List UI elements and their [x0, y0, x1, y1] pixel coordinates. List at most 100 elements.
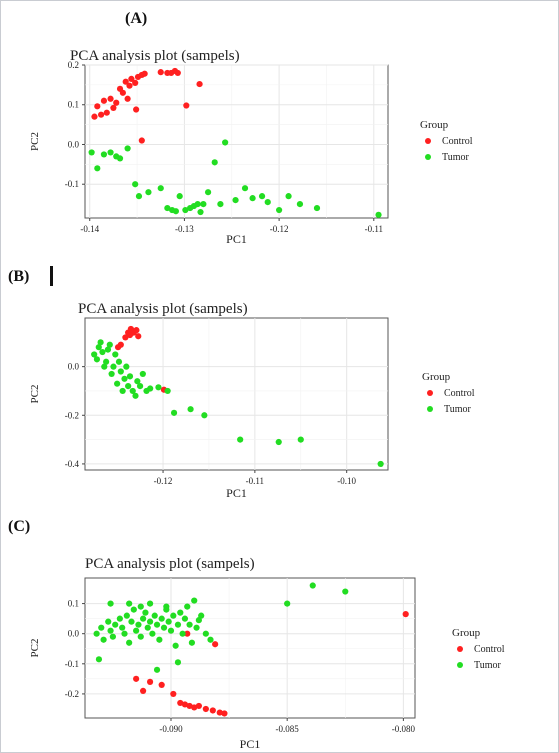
point-control	[107, 95, 114, 102]
point-tumor	[147, 385, 154, 392]
point-control	[174, 69, 181, 77]
point-tumor	[195, 617, 202, 624]
point-control	[133, 675, 140, 682]
y-tick-label: 0.1	[68, 100, 79, 110]
point-tumor	[163, 603, 170, 610]
point-tumor	[95, 344, 102, 351]
point-tumor	[107, 149, 114, 156]
point-tumor	[151, 612, 158, 619]
point-tumor	[130, 606, 137, 613]
legend-label-control: Control	[442, 136, 473, 147]
point-tumor	[237, 436, 244, 443]
point-tumor	[191, 597, 198, 604]
point-tumor	[194, 200, 201, 208]
panel-label-b: (B)	[8, 268, 30, 285]
x-tick-label: -0.085	[276, 724, 300, 734]
point-tumor	[176, 193, 183, 200]
point-control	[91, 113, 98, 120]
point-tumor	[153, 621, 161, 628]
point-tumor	[139, 615, 147, 622]
point-tumor	[135, 621, 142, 628]
chart-title: PCA analysis plot (sampels)	[85, 556, 255, 572]
point-tumor	[342, 588, 349, 595]
legend-label-tumor: Tumor	[444, 404, 472, 415]
legend-title: Group	[422, 371, 451, 383]
point-tumor	[125, 382, 132, 390]
point-tumor	[88, 149, 95, 156]
point-tumor	[101, 363, 108, 370]
point-tumor	[105, 618, 112, 625]
text-cursor	[50, 266, 53, 286]
point-tumor	[158, 615, 165, 622]
chart-title: PCA analysis plot (sampels)	[78, 301, 248, 317]
point-tumor	[160, 624, 168, 631]
x-tick-label: -0.12	[270, 224, 289, 234]
point-control	[126, 331, 134, 339]
point-control	[128, 75, 135, 83]
point-tumor	[232, 197, 239, 204]
point-tumor	[146, 618, 154, 625]
y-tick-label: 0.0	[68, 362, 80, 372]
y-axis-label: PC2	[29, 132, 41, 151]
y-tick-label: -0.2	[65, 410, 79, 420]
point-tumor	[103, 358, 110, 365]
point-tumor	[200, 200, 207, 208]
y-tick-label: 0.2	[68, 60, 79, 70]
point-tumor	[123, 612, 130, 619]
x-tick-label: -0.13	[175, 224, 194, 234]
point-tumor	[249, 195, 256, 202]
point-tumor	[264, 199, 271, 206]
point-tumor	[164, 387, 171, 395]
point-tumor	[135, 193, 143, 200]
point-tumor	[132, 392, 139, 399]
point-control	[146, 678, 154, 685]
point-control	[119, 89, 126, 96]
legend-dot-tumor	[425, 154, 431, 160]
point-tumor	[174, 621, 182, 628]
point-tumor	[97, 339, 104, 346]
point-control	[158, 681, 165, 688]
point-tumor	[156, 636, 163, 643]
point-tumor	[98, 624, 105, 631]
point-tumor	[119, 624, 126, 631]
point-tumor	[93, 630, 100, 637]
point-tumor	[167, 627, 175, 634]
legend-title: Group	[420, 119, 449, 131]
point-tumor	[275, 438, 282, 446]
point-control	[126, 82, 133, 89]
point-tumor	[211, 159, 218, 166]
point-tumor	[155, 384, 162, 391]
point-tumor	[187, 406, 194, 413]
point-tumor	[94, 165, 101, 172]
point-control	[402, 611, 409, 618]
point-tumor	[115, 358, 123, 365]
point-control	[113, 99, 120, 106]
point-control	[141, 70, 148, 77]
point-control	[195, 702, 202, 710]
y-tick-label: 0.0	[68, 139, 80, 149]
x-axis-label: PC1	[240, 737, 261, 751]
point-tumor	[117, 368, 124, 375]
point-tumor	[107, 600, 114, 607]
point-tumor	[170, 612, 177, 619]
point-tumor	[137, 603, 144, 610]
point-control	[103, 109, 110, 116]
y-tick-label: 0.0	[68, 629, 80, 639]
point-tumor	[126, 639, 133, 646]
plot-area	[84, 64, 389, 219]
point-control	[183, 102, 190, 109]
point-tumor	[123, 363, 130, 370]
plot-area	[84, 577, 416, 719]
point-tumor	[217, 200, 224, 208]
point-control	[139, 687, 147, 695]
point-tumor	[100, 151, 108, 158]
point-tumor	[100, 636, 107, 643]
point-tumor	[104, 346, 112, 353]
point-control	[94, 103, 101, 110]
point-tumor	[137, 633, 144, 640]
point-tumor	[128, 618, 135, 625]
point-tumor	[204, 189, 212, 196]
point-tumor	[110, 363, 117, 370]
x-axis-label: PC1	[226, 232, 247, 246]
